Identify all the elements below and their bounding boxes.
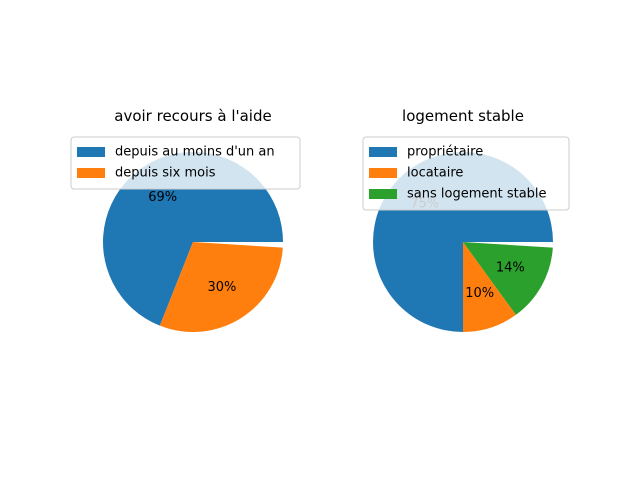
slices-aide — [103, 151, 283, 332]
legend-frame — [70, 136, 301, 190]
pie-slice-depuis-au-moins-d-un-an — [103, 151, 283, 326]
pie-chart-aide: avoir recours à l'aide 69% 30% depuis au … — [70, 107, 301, 332]
legend-label-depuis-au-moins-d-un-an: depuis au moins d'un an — [115, 145, 275, 160]
percent-label-locataire: 10% — [465, 286, 494, 301]
percent-label-depuis-six-mois: 30% — [207, 280, 236, 295]
legend-swatch-locataire — [369, 168, 397, 178]
pie-chart-logement: logement stable 75%10%14% propriétairelo… — [362, 107, 570, 332]
pie-slice-depuis-six-mois — [159, 242, 283, 332]
legend-logement: propriétaire locataire sans logement stabl… — [362, 136, 570, 211]
legend-label-locataire: locataire — [407, 166, 463, 181]
pie-slice-sans-logement-stable — [463, 242, 553, 315]
legend-label-sans-logement-stable: sans logement stable — [407, 187, 547, 202]
legend-frame — [362, 136, 570, 211]
percent-label-depuis-au-moins-d-un-an: 69% — [148, 190, 177, 205]
legend-swatch-depuis-six-mois — [77, 168, 105, 178]
chart-title-logement: logement stable — [402, 107, 524, 125]
legend-swatch-sans-logement-stable — [369, 189, 397, 199]
legend-swatch-proprietaire — [369, 147, 397, 157]
legend-label-depuis-six-mois: depuis six mois — [115, 166, 216, 181]
percent-labels-aide: 69% 30% — [148, 190, 236, 295]
legend-aide: depuis au moins d'un an depuis six mois — [70, 136, 301, 190]
percent-label-sans-logement-stable: 14% — [496, 261, 525, 276]
pie-slice-locataire — [463, 242, 516, 332]
legend-label-proprietaire: propriétaire — [407, 145, 483, 160]
chart-title-aide: avoir recours à l'aide — [114, 107, 271, 125]
legend-swatch-depuis-au-moins-d-un-an — [77, 147, 105, 157]
